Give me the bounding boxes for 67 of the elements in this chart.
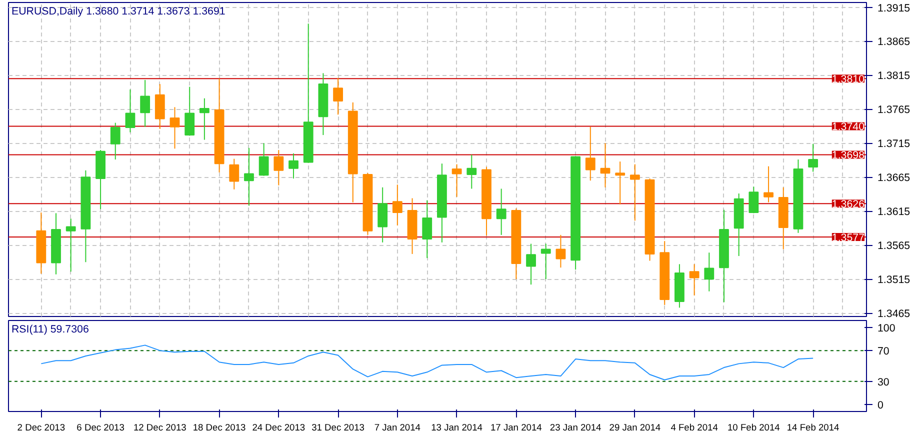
candlestick — [466, 154, 477, 190]
candlestick — [125, 88, 136, 133]
x-tick-label: 24 Dec 2013 — [252, 422, 306, 432]
x-tick-label: 7 Jan 2014 — [374, 422, 421, 432]
y-tick-label: 1.3665 — [878, 172, 910, 184]
candlestick — [66, 218, 76, 272]
chart-title: EURUSD,Daily 1.3680 1.3714 1.3673 1.3691 — [11, 6, 226, 18]
y-tick-label: 1.3865 — [878, 36, 910, 48]
y-tick-label: 100 — [878, 322, 896, 334]
candlestick — [333, 77, 343, 116]
candlestick — [422, 200, 432, 259]
y-tick-label: 1.3715 — [878, 138, 910, 150]
y-tick-label: 0 — [878, 400, 884, 412]
candlestick — [244, 147, 254, 206]
candlestick — [496, 188, 506, 236]
ref-line-label: 1.3810 — [832, 74, 865, 86]
candlestick — [764, 166, 774, 203]
x-tick-label: 12 Dec 2013 — [133, 422, 186, 432]
y-tick-label: 1.3765 — [878, 104, 910, 116]
x-tick-label: 18 Dec 2013 — [192, 422, 246, 432]
candlestick — [689, 264, 700, 296]
candlestick — [526, 243, 536, 286]
candlestick — [600, 142, 610, 188]
x-tick-label: 14 Feb 2014 — [786, 422, 840, 432]
y-tick-label: 1.3615 — [878, 206, 910, 218]
candlestick — [540, 243, 551, 280]
candlestick — [630, 164, 640, 222]
x-tick-label: 31 Dec 2013 — [312, 422, 364, 432]
y-tick-label: 1.3815 — [878, 70, 910, 82]
candlestick — [170, 106, 180, 150]
candlestick — [288, 152, 298, 180]
y-tick-label: 1.3515 — [878, 274, 910, 286]
x-tick-label: 29 Jan 2014 — [609, 422, 661, 432]
chart-title: RSI(11) 59.7306 — [11, 324, 89, 336]
candlestick — [808, 143, 818, 172]
candlestick — [704, 252, 714, 292]
x-tick-label: 4 Feb 2014 — [670, 422, 718, 432]
candlestick — [110, 122, 120, 160]
y-tick-label: 70 — [878, 346, 890, 358]
ref-line-label: 1.3698 — [832, 150, 865, 162]
candlestick — [748, 186, 759, 214]
candlestick — [154, 84, 165, 130]
candlestick — [585, 126, 596, 182]
candlestick — [184, 86, 195, 136]
candlestick — [140, 79, 150, 128]
candlestick — [452, 164, 462, 198]
ref-line-label: 1.3740 — [832, 121, 865, 134]
ref-line-label: 1.3577 — [832, 232, 865, 244]
x-tick-label: 23 Jan 2014 — [550, 422, 602, 432]
candlestick — [378, 186, 388, 243]
x-tick-label: 2 Dec 2013 — [17, 422, 66, 432]
y-tick-label: 1.3565 — [878, 240, 910, 252]
candlestick — [556, 234, 566, 268]
candlestick — [615, 161, 626, 205]
y-tick-label: 1.3915 — [878, 2, 910, 14]
y-tick-label: 1.3465 — [878, 308, 910, 320]
x-tick-label: 17 Jan 2014 — [490, 422, 542, 432]
candlestick — [229, 158, 240, 190]
candlestick — [199, 98, 210, 140]
line-series — [40, 344, 814, 380]
candlestick — [392, 184, 402, 226]
x-tick-label: 10 Feb 2014 — [727, 422, 780, 432]
y-tick-label: 30 — [878, 376, 890, 388]
candlestick — [274, 149, 284, 186]
x-tick-label: 13 Jan 2014 — [431, 422, 482, 432]
x-tick-label: 6 Dec 2013 — [76, 422, 124, 432]
candlestick — [258, 142, 269, 176]
